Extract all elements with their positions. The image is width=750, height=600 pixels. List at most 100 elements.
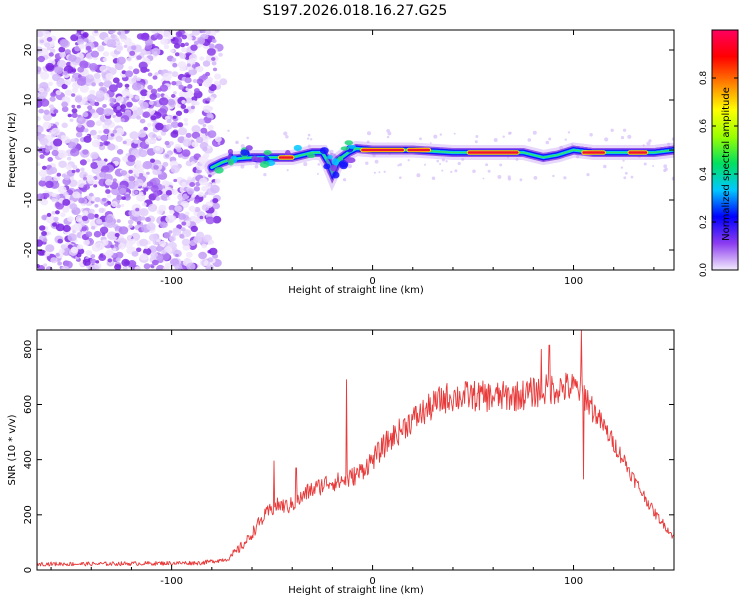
noise-speckle: [180, 227, 186, 232]
noise-speckle: [155, 196, 161, 201]
noise-speckle: [507, 175, 511, 179]
noise-speckle: [548, 137, 552, 141]
noise-speckle: [126, 181, 136, 190]
noise-speckle: [168, 230, 173, 234]
noise-speckle: [121, 258, 130, 267]
snr-y-tick-label: 200: [23, 505, 34, 524]
ridge-blob: [340, 146, 350, 151]
noise-speckle: [102, 104, 107, 108]
noise-speckle: [64, 49, 71, 55]
noise-speckle: [107, 258, 113, 263]
noise-speckle: [436, 159, 439, 163]
noise-speckle: [527, 138, 532, 142]
noise-speckle: [114, 264, 122, 270]
noise-speckle: [454, 169, 458, 173]
noise-speckle: [143, 56, 149, 61]
noise-speckle: [77, 123, 82, 128]
noise-speckle: [433, 134, 438, 139]
noise-speckle: [254, 164, 259, 169]
noise-speckle: [134, 95, 140, 100]
noise-speckle: [652, 165, 655, 167]
noise-speckle: [124, 138, 133, 146]
noise-speckle: [199, 258, 209, 267]
noise-speckle: [138, 61, 148, 70]
noise-speckle: [131, 250, 139, 257]
noise-speckle: [199, 142, 209, 150]
noise-speckle: [623, 176, 627, 180]
noise-speckle: [109, 97, 115, 103]
noise-speckle: [610, 128, 614, 132]
noise-speckle: [90, 129, 97, 136]
noise-speckle: [153, 190, 161, 197]
noise-speckle: [663, 164, 668, 169]
noise-speckle: [195, 219, 201, 224]
noise-speckle: [75, 32, 80, 37]
noise-speckle: [181, 238, 191, 246]
ridge-blob: [347, 144, 357, 149]
noise-speckle: [116, 149, 124, 155]
noise-speckle: [131, 45, 137, 51]
colorbar-ticks: 0.0 0.2 0.4 0.6 0.8: [699, 71, 738, 277]
noise-speckle: [190, 225, 198, 233]
noise-speckle: [439, 163, 442, 165]
noise-speckle: [217, 141, 221, 145]
noise-speckle: [94, 213, 99, 218]
noise-speckle: [140, 32, 150, 41]
snr-y-tick-label: 600: [23, 395, 34, 414]
noise-speckle: [151, 139, 157, 144]
noise-speckle: [183, 117, 189, 122]
noise-speckle: [145, 217, 151, 222]
noise-speckle: [139, 238, 149, 247]
noise-speckle: [195, 136, 204, 144]
noise-speckle: [187, 35, 193, 41]
noise-speckle: [128, 65, 133, 70]
noise-speckle: [115, 257, 121, 262]
noise-speckle: [138, 191, 144, 196]
noise-speckle: [69, 148, 80, 157]
noise-speckle: [43, 109, 50, 115]
ridge-blob: [331, 158, 340, 166]
noise-speckle: [98, 207, 105, 213]
snr-y-tick-label: 400: [23, 450, 34, 469]
noise-speckle: [174, 52, 180, 57]
noise-speckle: [107, 143, 116, 151]
snr-plot-area: [37, 330, 674, 570]
noise-speckle: [51, 192, 57, 198]
noise-speckle: [178, 213, 186, 220]
noise-speckle: [563, 176, 567, 180]
noise-speckle: [132, 169, 138, 174]
noise-speckle: [173, 91, 177, 95]
noise-speckle: [177, 61, 187, 69]
noise-speckle: [60, 265, 70, 270]
noise-speckle: [105, 179, 113, 186]
noise-speckle: [135, 207, 140, 212]
noise-speckle: [139, 118, 146, 124]
spectrogram-y-axis-label: Frequency (Hz): [7, 112, 18, 188]
noise-speckle: [71, 108, 78, 114]
noise-speckle: [55, 90, 62, 96]
noise-speckle: [99, 226, 109, 234]
noise-speckle: [85, 231, 93, 238]
noise-speckle: [70, 77, 76, 82]
noise-speckle: [185, 132, 192, 138]
noise-speckle: [202, 60, 211, 67]
noise-speckle: [39, 225, 46, 231]
noise-speckle: [134, 190, 139, 195]
noise-speckle: [179, 233, 185, 239]
noise-speckle: [416, 173, 421, 178]
noise-speckle: [165, 124, 173, 130]
noise-speckle: [87, 105, 93, 110]
snr-x-tick-label: -100: [160, 576, 183, 587]
noise-speckle: [139, 208, 149, 217]
noise-speckle: [171, 57, 177, 62]
noise-speckle: [177, 127, 188, 136]
noise-speckle: [164, 262, 172, 269]
noise-speckle: [92, 134, 98, 139]
noise-speckle: [208, 247, 218, 256]
noise-speckle: [144, 245, 149, 250]
spectrogram-y-tick-label: 10: [23, 94, 34, 107]
spectrogram-y-tick-label: 20: [23, 44, 34, 57]
noise-speckle: [90, 254, 96, 259]
noise-speckle: [42, 30, 51, 38]
noise-speckle: [128, 176, 136, 182]
